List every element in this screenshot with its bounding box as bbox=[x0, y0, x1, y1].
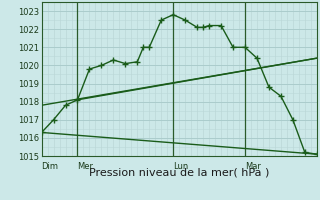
Text: Lun: Lun bbox=[173, 162, 188, 171]
Text: Mar: Mar bbox=[245, 162, 261, 171]
X-axis label: Pression niveau de la mer( hPa ): Pression niveau de la mer( hPa ) bbox=[89, 167, 269, 177]
Text: Dim: Dim bbox=[42, 162, 59, 171]
Text: Mer: Mer bbox=[77, 162, 93, 171]
